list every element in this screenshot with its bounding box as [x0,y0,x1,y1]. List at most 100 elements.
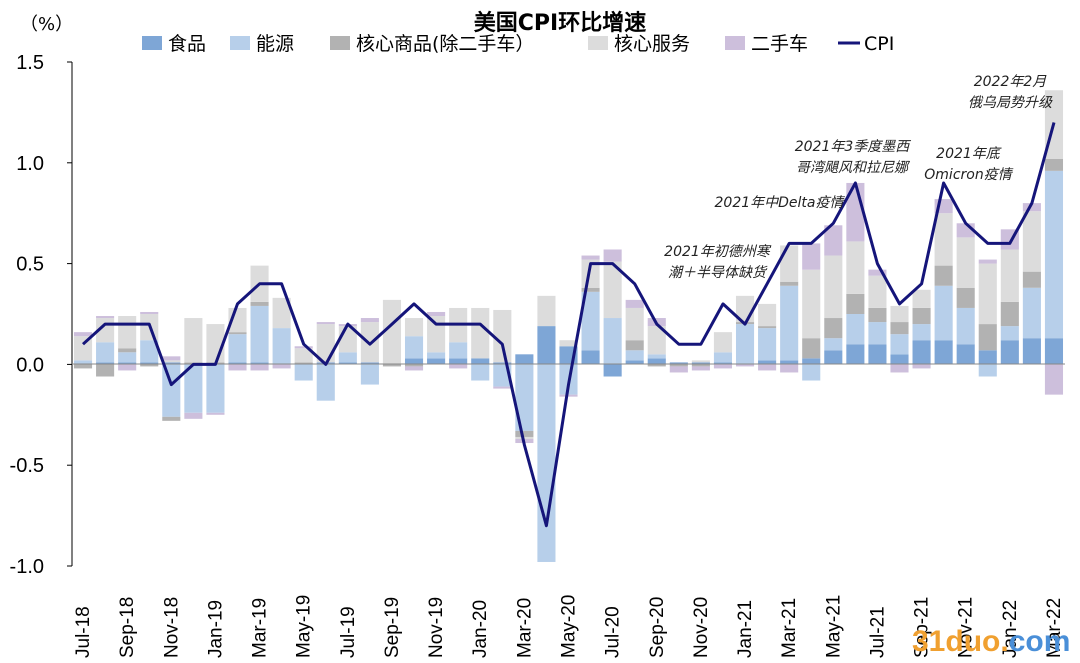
bar-segment-energy [294,364,313,381]
bar-segment-energy [912,324,931,341]
x-tick-label: Mar-20 [514,598,535,658]
bar-segment-core_services [73,336,93,361]
bar-segment-used_cars [691,366,710,371]
bar-segment-core_services [824,255,843,319]
x-tick-label: May-19 [294,595,315,658]
bar-segment-energy [515,364,534,431]
y-tick-label: 1.0 [16,153,44,175]
bar-segment-energy [780,285,799,361]
bar-segment-core_services [802,269,821,339]
bar-segment-used_cars [912,364,931,369]
bar-segment-energy [758,328,777,361]
bar-segment-core_services [912,289,931,308]
bar-segment-used_cars [206,412,225,415]
bar-segment-core_goods [294,362,313,365]
bar-segment-used_cars [427,311,446,317]
x-tick-label: Mar-22 [1044,598,1065,658]
bar-segment-food [758,360,777,365]
bar-segment-core_goods [382,364,402,367]
bar-segment-energy [934,285,953,341]
bar-segment-core_goods [647,364,666,367]
bar-segment-energy [360,364,379,385]
chart-title: 美国CPI环比增速 [474,10,646,36]
bar-segment-core_goods [890,322,909,335]
bar-segment-energy [824,338,843,351]
bar-segment-used_cars [1044,364,1064,395]
bar-segment-energy [162,364,181,417]
x-tick-label: Sep-19 [382,597,403,658]
bar-segment-core_goods [404,364,424,367]
bar-segment-core_services [625,307,644,341]
bar-segment-energy [316,364,335,401]
bar-segment-energy [250,305,269,363]
bar-segment-core_services [184,318,203,363]
bar-segment-food [537,326,556,365]
bar-segment-used_cars [780,364,799,373]
bar-segment-food [1044,338,1064,365]
bar-segment-used_cars [250,364,269,371]
bar-segment-used_cars [758,364,777,371]
bar-segment-food [780,360,799,365]
bar-segment-core_services [978,263,997,325]
bar-segment-food [228,362,247,365]
bar-segment-used_cars [118,364,137,371]
legend-swatch-used_cars [725,36,745,50]
bar-segment-energy [1044,170,1064,339]
bar-segment-core_services [758,303,777,327]
annotation-text: 潮＋半导体缺货 [668,265,768,281]
bar-segment-energy [228,334,247,363]
bar-segment-core_services [956,237,975,288]
bar-segment-core_services [868,275,887,308]
x-tick-label: May-20 [559,595,580,658]
annotation-text: 俄乌局势升级 [968,95,1053,111]
bar-segment-food [934,340,953,365]
x-tick-label: Nov-19 [426,597,447,658]
bar-segment-food [96,362,115,365]
legend-swatch-energy [230,36,250,50]
bar-segment-used_cars [625,299,644,308]
bar-segment-used_cars [890,364,909,373]
bar-segment-used_cars [272,364,291,369]
bar-segment-energy [96,342,115,363]
bar-segment-energy [625,350,644,361]
annotation-text: 2021年中Delta疫情 [715,195,846,211]
bar-segment-energy [140,340,159,363]
bar-segment-food [449,358,468,365]
y-axis-unit: （%） [20,14,73,35]
bar-segment-food [978,350,997,365]
bar-segment-core_goods [691,364,710,367]
bar-segment-used_cars [824,225,843,256]
x-axis-ticks: Jul-18 Sep-18 Nov-18 Jan-19 Mar-19 May-19 Jul-… [73,595,1065,658]
bar-segment-core_services [890,305,909,323]
bar-segment-core_services [1022,211,1041,272]
stacked-bars [73,90,1064,562]
bar-segment-core_goods [934,265,953,286]
bar-segment-food [956,344,975,365]
bar-segment-food [802,358,821,365]
y-tick-label: 0.0 [16,354,44,376]
bar-segment-energy [206,364,225,413]
y-axis-ticks: 1.5 1.0 0.5 0.0 -0.5 -1.0 [10,52,72,578]
bar-segment-core_services [382,299,402,365]
bar-segment-used_cars [978,259,997,264]
bar-segment-energy [956,307,975,345]
bar-segment-core_goods [250,301,269,306]
bar-segment-core_services [471,307,490,359]
bar-segment-core_goods [824,318,843,339]
bar-segment-food [471,358,490,365]
bar-segment-core_services [713,332,733,353]
y-tick-label: 0.5 [16,254,44,276]
bar-segment-energy [846,314,865,345]
legend-label: CPI [864,33,894,55]
x-tick-label: Mar-19 [250,598,271,658]
bar-segment-used_cars [360,318,379,323]
bar-segment-used_cars [73,332,93,337]
bar-segment-energy [1022,287,1041,339]
bar-segment-used_cars [96,316,115,319]
legend-label: 食品 [168,33,206,55]
bar-segment-used_cars [449,364,468,369]
legend-label: 核心服务 [614,33,690,55]
bar-segment-core_services [1000,249,1019,302]
bar-segment-core_goods [846,293,865,314]
